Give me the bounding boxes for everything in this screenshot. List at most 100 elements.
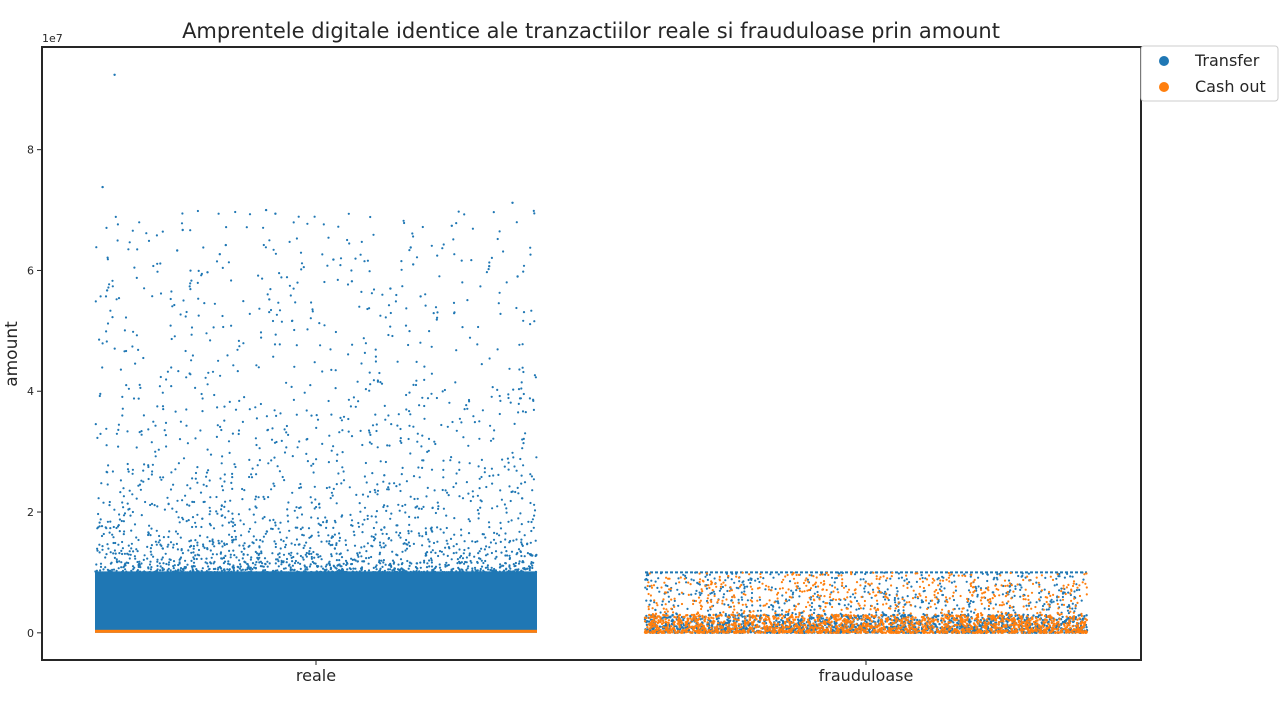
point-transfer [158, 385, 161, 388]
point-cash-out [917, 626, 920, 629]
point-transfer [304, 568, 307, 571]
point-transfer [421, 434, 424, 437]
point-transfer [531, 489, 534, 492]
point-transfer [344, 539, 347, 542]
point-transfer [259, 539, 262, 542]
point-transfer [368, 431, 371, 434]
point-transfer [232, 364, 235, 367]
point-transfer [512, 539, 515, 542]
point-transfer [806, 578, 810, 581]
point-transfer [223, 560, 227, 563]
point-transfer [382, 542, 385, 545]
point-transfer [288, 284, 291, 287]
point-transfer [518, 343, 521, 346]
point-transfer [706, 609, 710, 612]
point-transfer [176, 569, 180, 572]
point-transfer [331, 494, 334, 497]
point-transfer [395, 485, 398, 488]
point-transfer [276, 558, 279, 561]
point-transfer [279, 412, 282, 415]
point-transfer [397, 534, 400, 537]
point-transfer [182, 518, 185, 521]
point-transfer [438, 550, 442, 553]
point-transfer [335, 502, 338, 505]
point-transfer [836, 588, 839, 591]
point-transfer [206, 548, 209, 551]
point-transfer [436, 316, 439, 319]
point-cash-out [764, 614, 768, 618]
point-cash-out [756, 630, 759, 633]
point-transfer [467, 532, 471, 535]
point-transfer [140, 479, 143, 482]
point-transfer [499, 527, 503, 530]
point-transfer [138, 560, 141, 563]
point-transfer [210, 556, 213, 559]
point-transfer [232, 549, 235, 552]
point-transfer [762, 577, 765, 580]
point-transfer [351, 343, 354, 346]
point-cash-out [720, 621, 723, 624]
point-transfer [931, 616, 935, 619]
point-transfer [150, 553, 153, 556]
point-transfer [363, 351, 366, 354]
point-transfer [654, 608, 657, 612]
point-transfer [274, 521, 277, 524]
point-transfer [255, 443, 258, 447]
point-transfer [188, 540, 191, 543]
point-transfer [106, 483, 109, 486]
point-transfer [240, 550, 243, 553]
point-transfer [686, 607, 689, 611]
point-transfer [740, 596, 743, 599]
point-transfer [389, 568, 392, 571]
point-cash-out [706, 621, 709, 624]
point-transfer [758, 598, 762, 601]
point-transfer [372, 233, 375, 236]
point-transfer [178, 438, 182, 441]
point-transfer [412, 425, 415, 428]
point-transfer [129, 553, 132, 556]
point-transfer [416, 432, 419, 435]
point-transfer [505, 511, 508, 514]
point-transfer [234, 538, 237, 541]
point-transfer [508, 556, 512, 560]
point-transfer [264, 532, 267, 535]
point-transfer [156, 262, 159, 265]
point-transfer [436, 311, 439, 314]
point-transfer [416, 516, 420, 519]
point-transfer [200, 569, 203, 572]
point-transfer [473, 566, 477, 569]
point-transfer [695, 589, 698, 593]
point-transfer [371, 424, 375, 427]
point-transfer [468, 520, 471, 523]
point-transfer [119, 368, 122, 371]
point-transfer [915, 580, 919, 584]
point-transfer [531, 566, 534, 570]
point-transfer [292, 221, 295, 224]
point-transfer [353, 558, 356, 561]
point-transfer [279, 521, 282, 524]
point-transfer [101, 342, 104, 345]
point-transfer [290, 542, 293, 545]
point-transfer [458, 495, 461, 498]
point-cash-out [945, 613, 948, 617]
point-transfer [186, 484, 189, 487]
point-transfer [231, 541, 234, 544]
point-transfer [310, 557, 313, 560]
point-transfer [667, 595, 670, 598]
point-transfer [162, 476, 165, 479]
point-transfer [123, 512, 127, 515]
point-transfer [422, 505, 425, 508]
point-transfer [227, 521, 231, 524]
point-transfer [492, 211, 495, 214]
point-transfer [489, 568, 492, 572]
point-transfer [205, 332, 208, 335]
point-transfer [914, 593, 917, 596]
point-transfer [452, 301, 456, 304]
point-transfer [325, 526, 328, 530]
point-transfer [1085, 626, 1088, 629]
point-transfer [224, 516, 227, 519]
point-cash-out [900, 629, 903, 632]
point-transfer [154, 424, 157, 427]
point-transfer [487, 521, 491, 524]
point-transfer [184, 567, 187, 570]
